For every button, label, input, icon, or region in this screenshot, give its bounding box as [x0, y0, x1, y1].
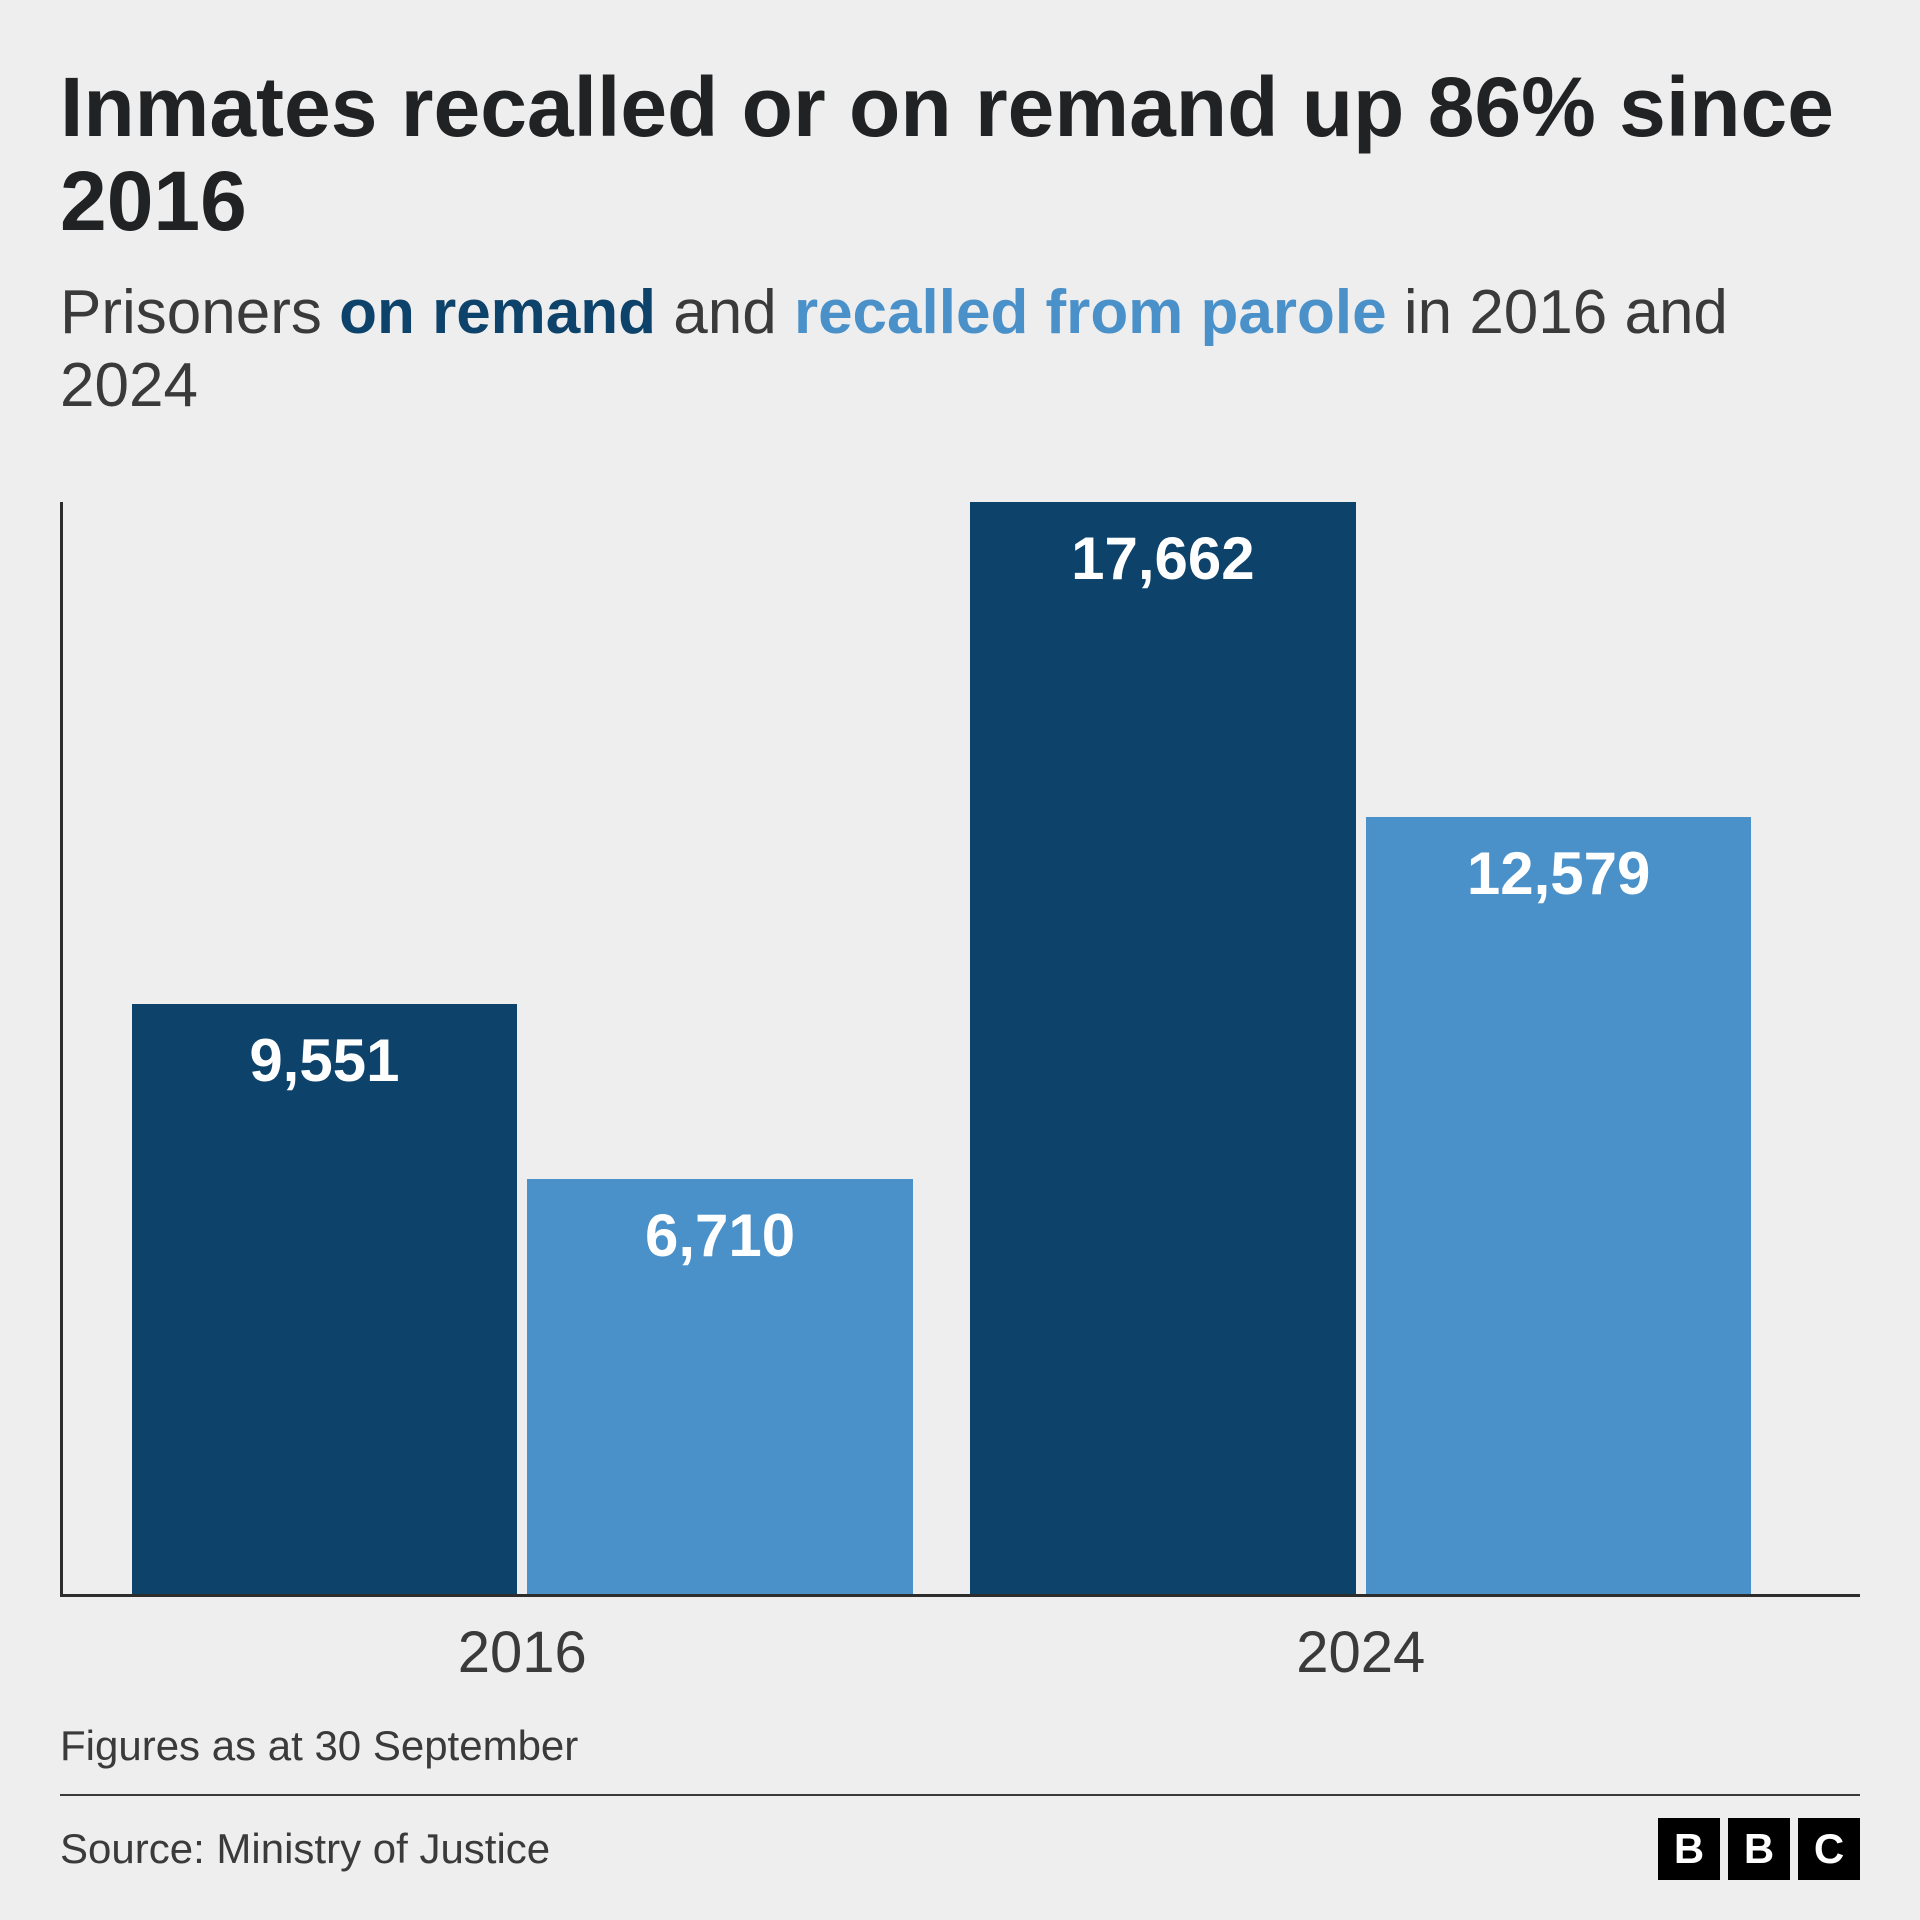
subtitle-mid: and — [656, 278, 794, 347]
chart-subtitle: Prisoners on remand and recalled from pa… — [60, 276, 1860, 422]
bar: 9,551 — [132, 1004, 518, 1594]
chart-footer: Source: Ministry of Justice BBC — [60, 1796, 1860, 1880]
bar: 17,662 — [970, 502, 1356, 1594]
chart-footnote: Figures as at 30 September — [60, 1722, 1860, 1796]
bbc-logo-letter: C — [1798, 1818, 1860, 1880]
subtitle-recalled: recalled from parole — [794, 278, 1387, 347]
bbc-logo-letter: B — [1728, 1818, 1790, 1880]
bar-value-label: 17,662 — [970, 524, 1356, 593]
bar: 12,579 — [1366, 817, 1752, 1594]
bar-group: 9,551 6,710 — [103, 502, 942, 1594]
subtitle-prefix: Prisoners — [60, 278, 339, 347]
bar-group: 17,662 12,579 — [942, 502, 1781, 1594]
x-axis-label: 2024 — [942, 1619, 1781, 1686]
bar-value-label: 9,551 — [132, 1026, 518, 1095]
bar-value-label: 6,710 — [527, 1201, 913, 1270]
subtitle-remand: on remand — [339, 278, 656, 347]
bar-value-label: 12,579 — [1366, 839, 1752, 908]
bar: 6,710 — [527, 1179, 913, 1594]
chart-title: Inmates recalled or on remand up 86% sin… — [60, 60, 1860, 248]
bbc-logo: BBC — [1658, 1818, 1860, 1880]
chart-plot-area: 9,551 6,710 17,662 12,579 — [60, 502, 1860, 1597]
bbc-logo-letter: B — [1658, 1818, 1720, 1880]
x-axis-label: 2016 — [103, 1619, 942, 1686]
x-axis-labels: 20162024 — [60, 1597, 1860, 1686]
source-text: Source: Ministry of Justice — [60, 1825, 550, 1873]
